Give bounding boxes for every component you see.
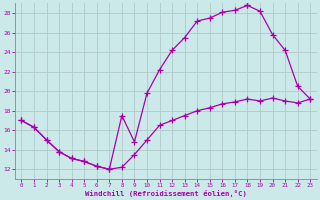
X-axis label: Windchill (Refroidissement éolien,°C): Windchill (Refroidissement éolien,°C) [85, 190, 247, 197]
